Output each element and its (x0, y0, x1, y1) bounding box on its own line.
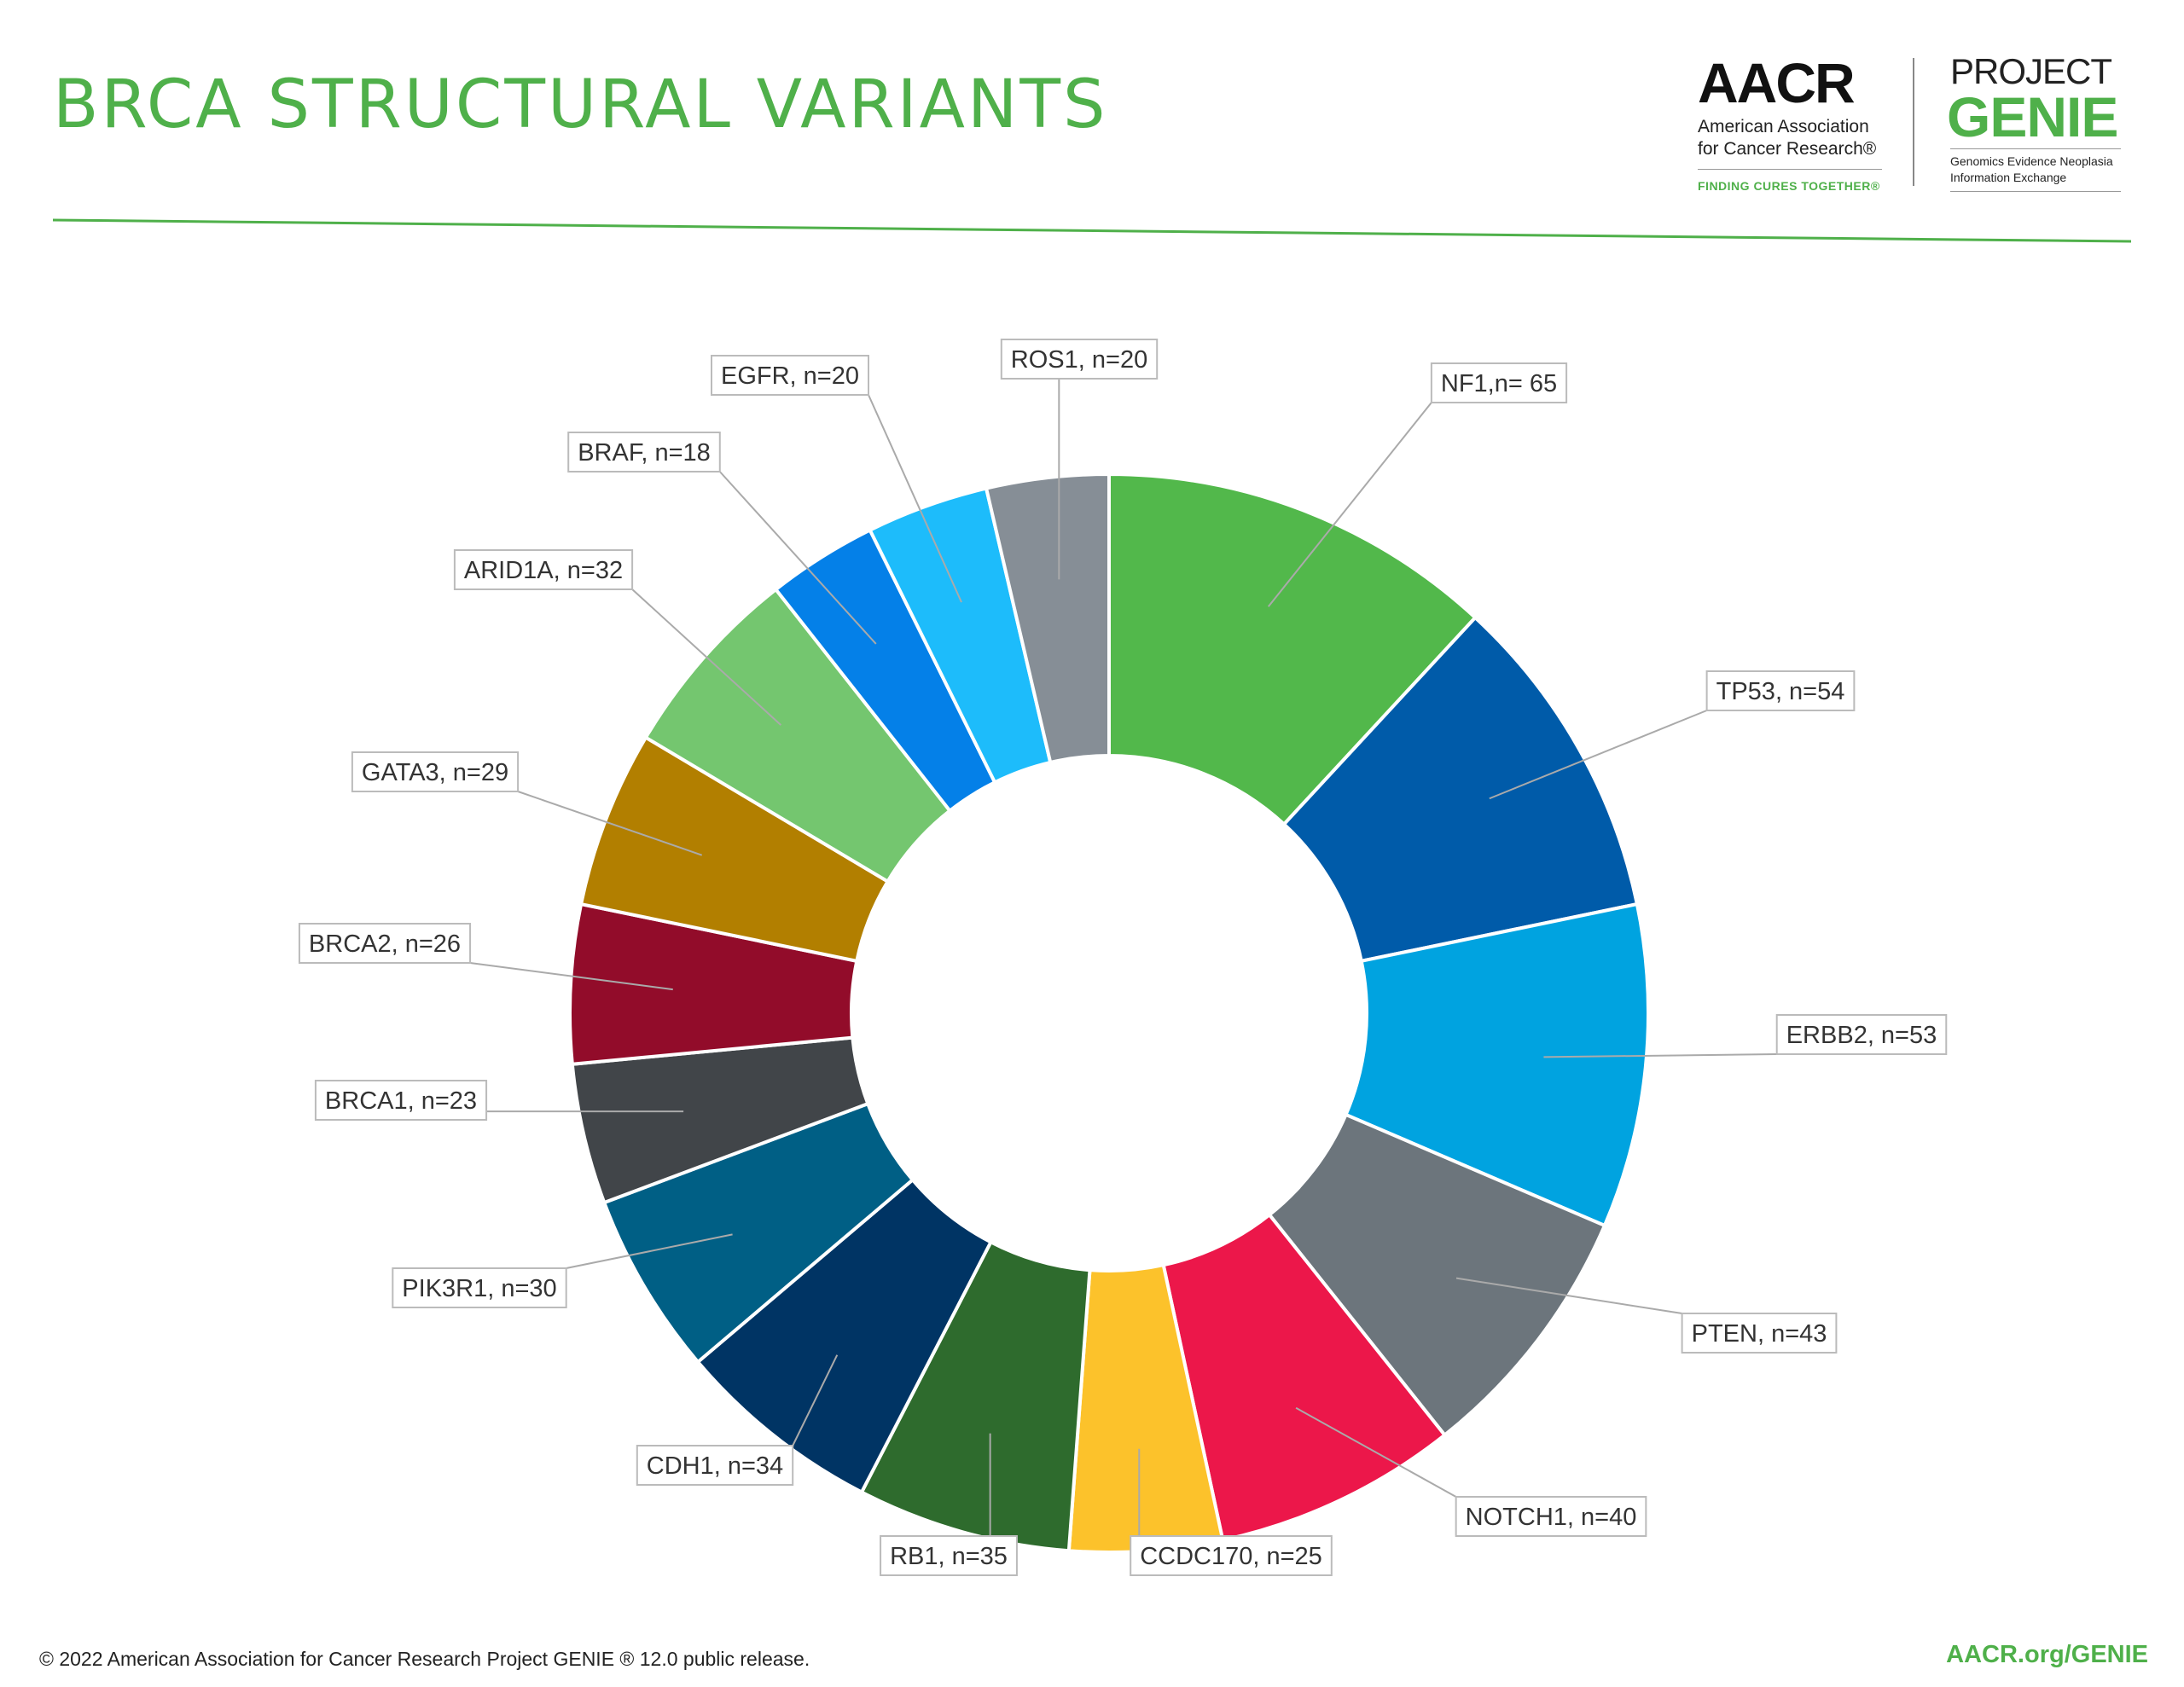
logo-group: AACR American Association for Cancer Res… (1698, 53, 2141, 198)
label-gata3: GATA3, n=29 (362, 759, 508, 786)
footer-url-link[interactable]: AACR.org/GENIE (1946, 1641, 2148, 1668)
leader-line-notch1 (1295, 1406, 1457, 1498)
label-box-notch1 (1455, 1496, 1647, 1537)
label-arid1a: ARID1A, n=32 (464, 557, 623, 584)
label-cdh1: CDH1, n=34 (647, 1452, 783, 1480)
label-box-brca1 (314, 1080, 488, 1121)
aacr-logo: AACR (1698, 51, 1856, 114)
leader-line-pik3r1 (566, 1233, 733, 1269)
header-rule-line (52, 218, 2132, 243)
footer-copyright: © 2022 American Association for Cancer R… (39, 1648, 810, 1670)
label-erbb2: ERBB2, n=53 (1786, 1022, 1937, 1049)
label-box-ccdc170 (1130, 1535, 1333, 1576)
slice-erbb2[interactable] (1343, 901, 1650, 1228)
label-rb1: RB1, n=35 (890, 1543, 1008, 1570)
genie-rule-bottom (1950, 191, 2121, 192)
leader-line-erbb2 (1543, 1053, 1777, 1058)
label-box-egfr (711, 355, 869, 396)
logo-divider (1913, 58, 1914, 186)
label-pten: PTEN, n=43 (1692, 1320, 1827, 1348)
genie-logo-word: GENIE (1947, 85, 2118, 148)
leader-line-egfr (868, 394, 962, 603)
label-notch1: NOTCH1, n=40 (1466, 1504, 1637, 1531)
label-box-brca2 (298, 923, 472, 964)
slice-ros1[interactable] (984, 472, 1111, 765)
aacr-tagline: FINDING CURES TOGETHER® (1698, 179, 1880, 193)
label-tp53: TP53, n=54 (1716, 678, 1845, 705)
slice-nf1[interactable] (1107, 472, 1478, 827)
label-nf1: NF1,n= 65 (1441, 370, 1557, 397)
label-box-rb1 (880, 1535, 1018, 1576)
label-egfr: EGFR, n=20 (721, 362, 859, 390)
leader-line-cdh1 (792, 1354, 839, 1446)
leader-line-pten (1455, 1277, 1682, 1314)
leader-line-nf1 (1267, 402, 1432, 607)
genie-expansion: Genomics Evidence Neoplasia Information … (1950, 154, 2113, 184)
leader-line-gata3 (517, 791, 703, 856)
header-rule (52, 218, 2132, 243)
slice-tp53[interactable] (1281, 615, 1640, 964)
label-pik3r1: PIK3R1, n=30 (402, 1275, 556, 1302)
label-brca2: BRCA2, n=26 (309, 930, 461, 958)
leader-line-brca2 (469, 962, 673, 991)
label-box-nf1 (1430, 362, 1568, 403)
donut-chart: NF1,n= 65 TP53, n=54 ERBB2, n=53 PTEN, n=43… (298, 339, 1948, 1576)
label-box-braf (567, 432, 721, 472)
aacr-full-name: American Association for Cancer Research… (1698, 117, 1877, 159)
label-box-tp53 (1705, 670, 1856, 711)
page-title: BRCA STRUCTURAL VARIANTS (53, 67, 1108, 143)
label-box-ros1 (1000, 339, 1159, 380)
label-brca1: BRCA1, n=23 (325, 1087, 477, 1115)
leader-line-braf (719, 471, 877, 645)
leader-line-tp53 (1489, 710, 1708, 800)
aacr-rule (1698, 169, 1882, 170)
label-ccdc170: CCDC170, n=25 (1140, 1543, 1322, 1570)
label-ros1: ROS1, n=20 (1011, 346, 1147, 374)
genie-rule-top (1950, 148, 2121, 149)
genie-logo-project: PROJECT (1950, 51, 2112, 91)
label-box-arid1a (453, 549, 634, 590)
label-box-pik3r1 (392, 1267, 567, 1308)
label-box-pten (1681, 1313, 1838, 1354)
label-box-erbb2 (1775, 1014, 1948, 1055)
leader-line-arid1a (631, 588, 782, 726)
label-braf: BRAF, n=18 (578, 439, 711, 467)
label-box-gata3 (351, 751, 520, 792)
label-box-cdh1 (636, 1445, 794, 1486)
